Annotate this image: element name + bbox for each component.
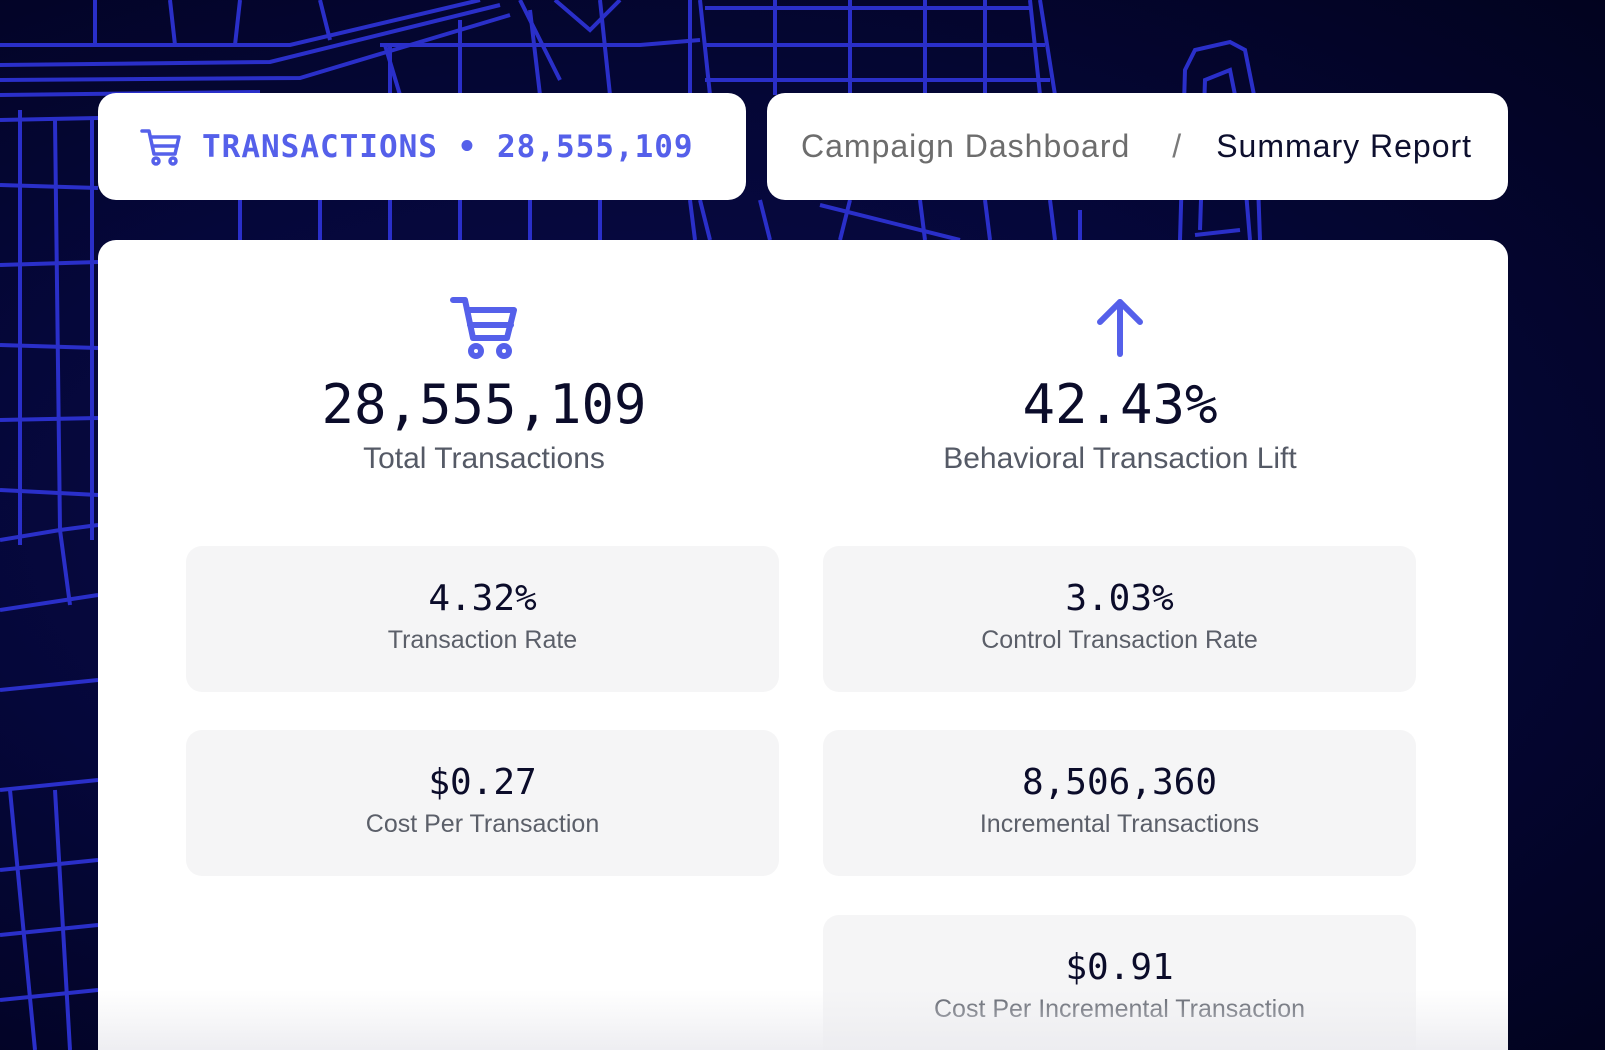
breadcrumb-separator: /: [1172, 128, 1183, 164]
total-transactions-value: 28,555,109: [321, 373, 647, 436]
cost-per-transaction-value: $0.27: [428, 762, 537, 803]
behavioral-lift-value: 42.43%: [1022, 373, 1218, 436]
incremental-transactions-label: Incremental Transactions: [979, 810, 1260, 838]
shopping-cart-icon: [450, 297, 517, 359]
incremental-transactions-value: 8,506,360: [1021, 762, 1218, 803]
transaction-rate-value: 4.32%: [428, 578, 537, 619]
total-transactions-label: Total Transactions: [363, 442, 605, 475]
behavioral-lift-metric: 42.43% Behavioral Transaction Lift: [800, 290, 1440, 476]
transactions-header-title: TRANSACTIONS • 28,555,109: [202, 128, 694, 165]
transactions-header-card: TRANSACTIONS • 28,555,109: [98, 93, 746, 200]
cost-per-incremental-transaction-tile: $0.91 Cost Per Incremental Transaction: [823, 915, 1416, 1050]
cost-per-incremental-transaction-label: Cost Per Incremental Transaction: [934, 995, 1305, 1023]
transaction-rate-label: Transaction Rate: [387, 626, 578, 654]
behavioral-lift-label: Behavioral Transaction Lift: [943, 442, 1297, 475]
total-transactions-metric: 28,555,109 Total Transactions: [164, 290, 804, 476]
control-transaction-rate-tile: 3.03% Control Transaction Rate: [823, 546, 1416, 692]
incremental-transactions-tile: 8,506,360 Incremental Transactions: [823, 730, 1416, 876]
shopping-cart-icon: [140, 128, 181, 166]
breadcrumb: Campaign Dashboard / Summary Report: [767, 93, 1508, 200]
control-transaction-rate-label: Control Transaction Rate: [981, 626, 1258, 654]
cost-per-incremental-transaction-value: $0.91: [1065, 947, 1174, 988]
cost-per-transaction-label: Cost Per Transaction: [365, 810, 600, 838]
transaction-rate-tile: 4.32% Transaction Rate: [186, 546, 779, 692]
cost-per-transaction-tile: $0.27 Cost Per Transaction: [186, 730, 779, 876]
breadcrumb-campaign-dashboard[interactable]: Campaign Dashboard: [801, 128, 1131, 164]
arrow-up-icon: [1097, 299, 1143, 357]
control-transaction-rate-value: 3.03%: [1065, 578, 1174, 619]
breadcrumb-summary-report: Summary Report: [1216, 128, 1473, 164]
